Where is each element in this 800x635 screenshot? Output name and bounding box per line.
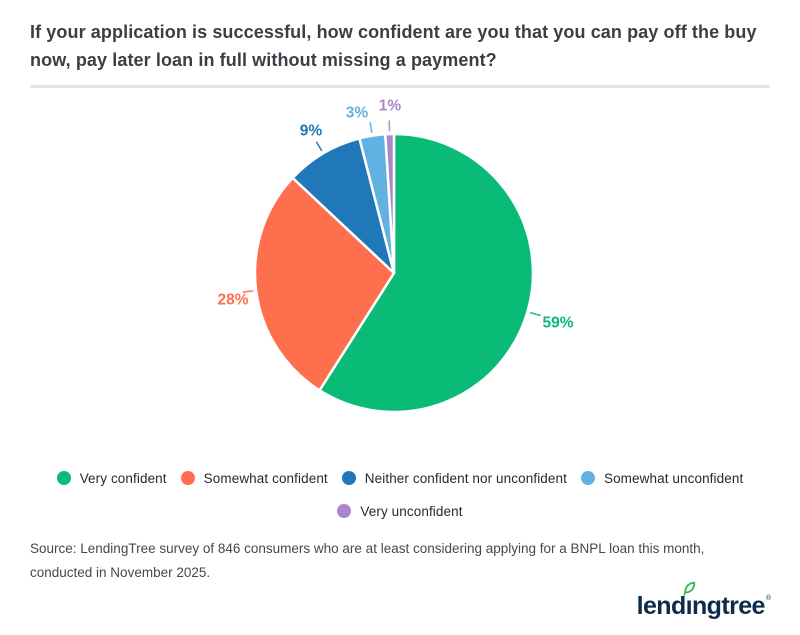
legend-item-label: Somewhat confident xyxy=(203,470,328,486)
registered-mark: ® xyxy=(765,595,771,602)
legend-item-label: Somewhat unconfident xyxy=(603,470,744,486)
legend-row-1: Very confident Somewhat confident Neithe… xyxy=(0,466,800,490)
pie-label-tick-somewhat-unconfident xyxy=(369,122,373,134)
pie-label-neither-confident-nor-unconfident: 9% xyxy=(300,123,323,140)
pie-label-very-unconfident: 1% xyxy=(379,98,402,115)
pie-label-somewhat-confident: 28% xyxy=(217,292,248,309)
pie-label-tick-neither-confident-nor-unconfident xyxy=(315,141,323,152)
legend-swatch-somewhat-confident xyxy=(180,471,195,485)
logo-text-left: lend xyxy=(636,592,687,620)
legend-row-2: Very unconfident xyxy=(0,499,800,523)
pie-label-tick-very-confident xyxy=(530,311,541,317)
logo-dotless-i: ı xyxy=(685,592,693,620)
legend-item-label: Neither confident nor unconfident xyxy=(364,470,567,486)
pie-label-tick-somewhat-confident xyxy=(242,290,254,293)
pie-label-somewhat-unconfident: 3% xyxy=(346,105,369,122)
legend-item-label: Very unconfident xyxy=(360,503,463,519)
pie-slice-neither-confident-nor-unconfident xyxy=(291,137,396,275)
pie-label-very-confident: 59% xyxy=(542,315,573,332)
chart-legend: Very confident Somewhat confident Neithe… xyxy=(0,466,800,523)
legend-item-very-confident: Very confident xyxy=(56,470,167,486)
legend-item-neither-confident-nor-unconfident: Neither confident nor unconfident xyxy=(341,470,567,486)
pie-slice-very-unconfident xyxy=(384,132,396,275)
pie-slice-very-confident xyxy=(318,132,535,414)
logo-text-right: ngtree xyxy=(692,592,765,620)
title-divider xyxy=(30,85,770,88)
legend-item-somewhat-confident: Somewhat confident xyxy=(180,470,328,486)
legend-swatch-very-confident xyxy=(56,471,71,485)
chart-title: If your application is successful, how c… xyxy=(30,22,757,70)
legend-item-somewhat-unconfident: Somewhat unconfident xyxy=(580,470,744,486)
pie-slice-somewhat-confident xyxy=(253,176,396,392)
legend-item-label: Very confident xyxy=(79,470,167,486)
lendingtree-logo: lend ıngtree® xyxy=(636,581,771,620)
leaf-icon xyxy=(683,581,695,596)
source-note: Source: LendingTree survey of 846 consum… xyxy=(30,541,705,580)
legend-swatch-very-unconfident xyxy=(337,504,352,518)
legend-item-very-unconfident: Very unconfident xyxy=(337,504,462,519)
legend-swatch-neither-confident-nor-unconfident xyxy=(341,471,356,485)
legend-swatch-somewhat-unconfident xyxy=(580,471,595,485)
